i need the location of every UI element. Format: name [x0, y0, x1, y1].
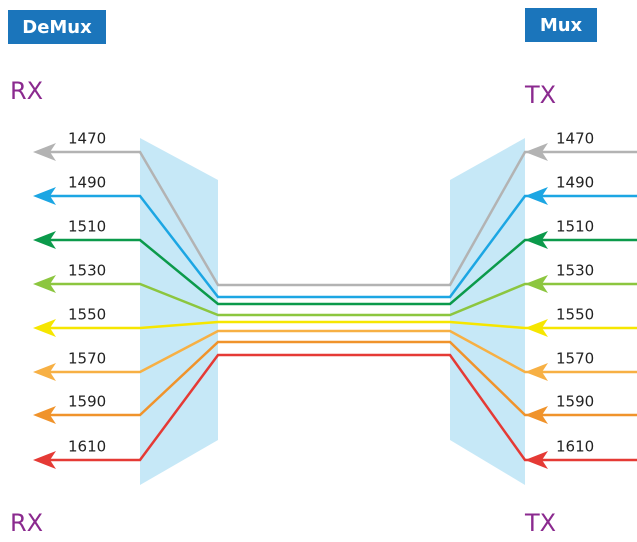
fiber-line	[48, 353, 637, 462]
arrow-tx	[525, 451, 548, 469]
fiber-line	[48, 282, 637, 317]
arrow-tx	[525, 231, 548, 249]
wavelength-label-tx: 1610	[556, 438, 594, 456]
mux-box	[525, 8, 597, 42]
arrow-rx	[33, 231, 56, 249]
rx-bottom: RX	[10, 509, 43, 537]
mux-label: Mux	[540, 15, 583, 36]
arrow-tx	[525, 187, 548, 205]
tx-top: TX	[524, 81, 556, 109]
wavelength-label-rx: 1510	[68, 218, 106, 236]
wavelength-label-rx: 1490	[68, 174, 106, 192]
wavelength-label-rx: 1470	[68, 130, 106, 148]
arrow-tx	[525, 319, 548, 337]
wavelength-label-tx: 1570	[556, 350, 594, 368]
arrow-rx	[33, 363, 56, 381]
wavelength-label-tx: 1530	[556, 262, 594, 280]
arrow-rx	[33, 143, 56, 161]
wavelength-label-tx: 1510	[556, 218, 594, 236]
fiber-line	[48, 320, 637, 330]
arrow-rx	[33, 275, 56, 293]
wavelength-label-rx: 1590	[68, 393, 106, 411]
wavelength-label-rx: 1530	[68, 262, 106, 280]
arrow-tx	[525, 406, 548, 424]
wavelength-label-tx: 1470	[556, 130, 594, 148]
arrow-rx	[33, 406, 56, 424]
wavelength-label-tx: 1490	[556, 174, 594, 192]
arrow-rx	[33, 319, 56, 337]
fiber-line	[48, 238, 637, 306]
fiber-line	[48, 329, 637, 374]
wavelength-label-rx: 1610	[68, 438, 106, 456]
tx-bottom: TX	[524, 509, 556, 537]
arrow-tx	[525, 275, 548, 293]
arrow-tx	[525, 143, 548, 161]
fiber-line	[48, 340, 637, 417]
fiber-line	[48, 150, 637, 287]
wavelength-label-tx: 1550	[556, 306, 594, 324]
arrow-rx	[33, 187, 56, 205]
demux-box	[8, 10, 106, 44]
rx-top: RX	[10, 77, 43, 105]
wavelength-label-rx: 1550	[68, 306, 106, 324]
arrow-tx	[525, 363, 548, 381]
wavelength-label-rx: 1570	[68, 350, 106, 368]
arrow-rx	[33, 451, 56, 469]
demux-label: DeMux	[22, 17, 92, 38]
wavelength-label-tx: 1590	[556, 393, 594, 411]
fiber-line	[48, 194, 637, 299]
